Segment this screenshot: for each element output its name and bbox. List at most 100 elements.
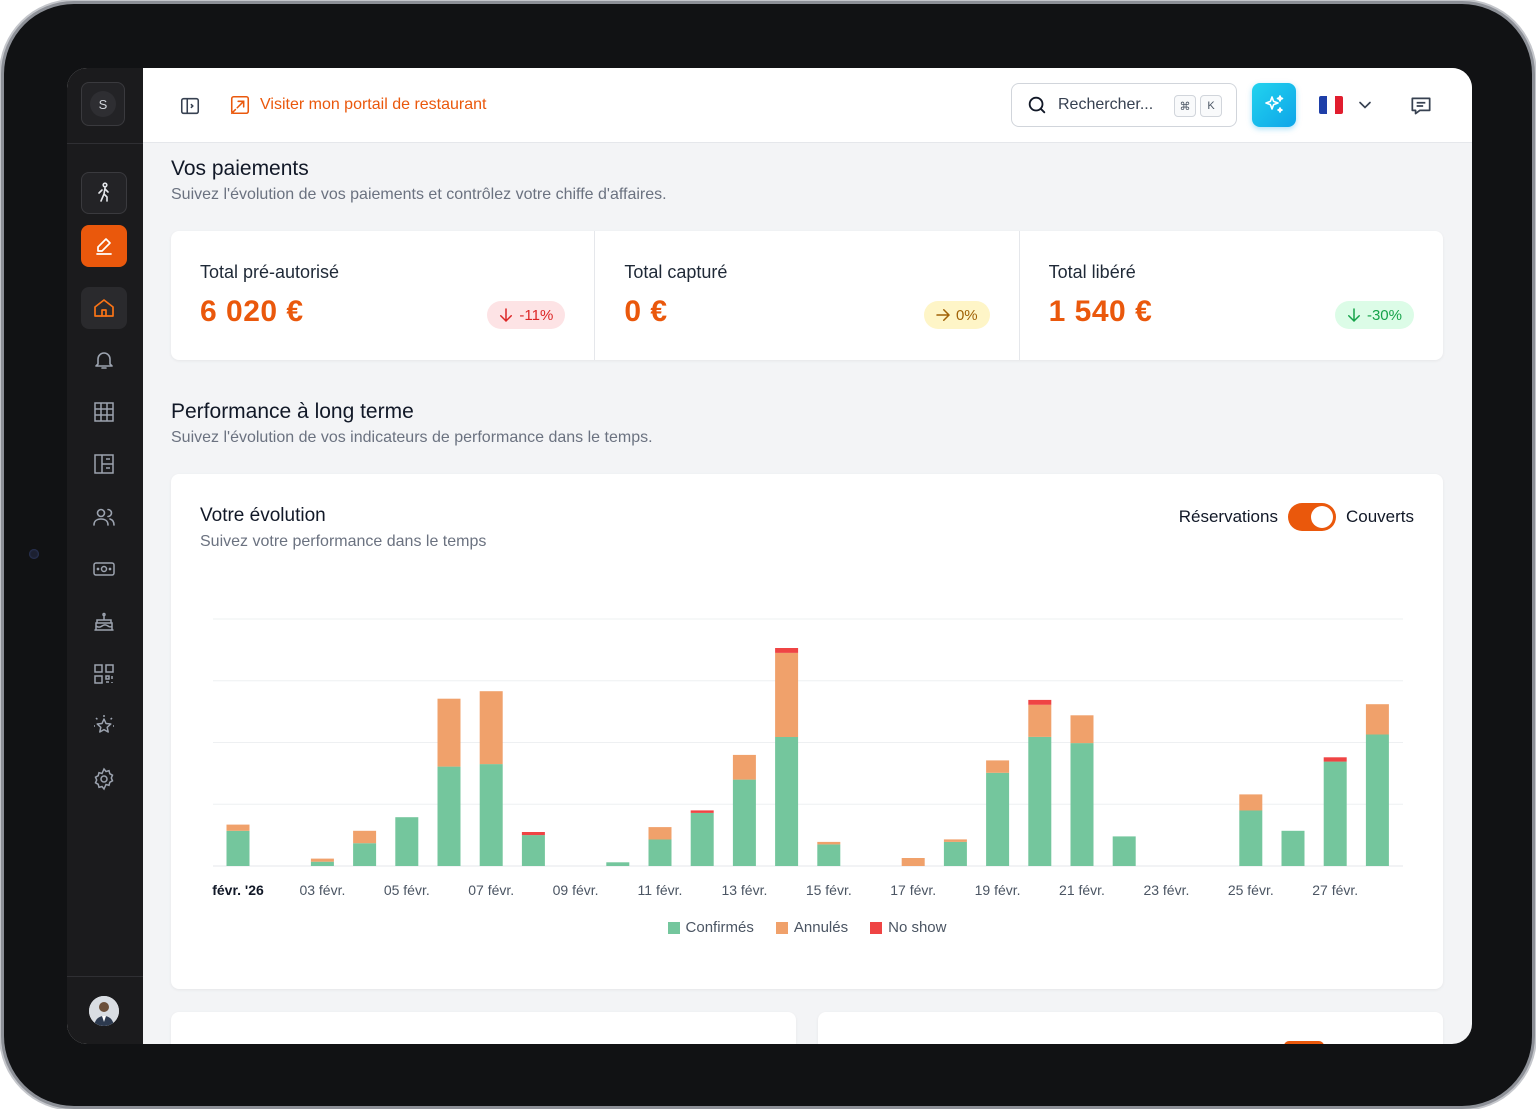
bar-segment-confirm-s[interactable] bbox=[775, 736, 799, 866]
x-axis-tick-label: 03 févr. bbox=[299, 882, 345, 898]
bar-segment-no-show[interactable] bbox=[690, 810, 714, 813]
bar-segment-confirm-s[interactable] bbox=[817, 844, 841, 866]
arrow-down-icon bbox=[500, 308, 513, 323]
x-axis-tick-label: 15 févr. bbox=[806, 882, 852, 898]
bar-segment-annul-s[interactable] bbox=[648, 827, 672, 840]
x-axis-tick-label: 07 févr. bbox=[468, 882, 514, 898]
bar-segment-confirm-s[interactable] bbox=[521, 835, 545, 866]
feedback-icon[interactable] bbox=[1408, 93, 1434, 119]
sidebar-toggle-button[interactable] bbox=[177, 93, 203, 119]
search-placeholder: Rechercher... bbox=[1058, 96, 1154, 113]
toggle-label-covers[interactable]: Couverts bbox=[1345, 507, 1414, 526]
evolution-title: Votre évolution bbox=[200, 505, 326, 526]
evolution-subtitle: Suivez votre performance dans le temps bbox=[200, 533, 487, 550]
bar-segment-annul-s[interactable] bbox=[1239, 794, 1263, 811]
sidebar-item-walk-in[interactable] bbox=[81, 172, 127, 214]
floorplan-icon bbox=[94, 454, 114, 474]
bar-segment-annul-s[interactable] bbox=[1028, 704, 1052, 737]
app-screen: S bbox=[67, 68, 1472, 1044]
bar-segment-annul-s[interactable] bbox=[479, 691, 503, 765]
bar-segment-annul-s[interactable] bbox=[775, 653, 799, 737]
lower-card-right bbox=[818, 1012, 1443, 1044]
evolution-chart-card: Votre évolution Suivez votre performance… bbox=[171, 474, 1443, 989]
bar-segment-annul-s[interactable] bbox=[1365, 704, 1389, 735]
bar-segment-annul-s[interactable] bbox=[943, 839, 967, 842]
bar-segment-no-show[interactable] bbox=[1323, 757, 1347, 762]
visit-portal-link[interactable]: Visiter mon portail de restaurant bbox=[229, 92, 486, 118]
device-button-top-2 bbox=[200, 0, 262, 6]
toggle-label-reservations[interactable]: Réservations bbox=[1178, 507, 1278, 526]
trend-badge-down: -30% bbox=[1334, 301, 1414, 329]
bar-segment-annul-s[interactable] bbox=[353, 830, 377, 844]
bar-segment-confirm-s[interactable] bbox=[732, 779, 756, 866]
ai-assistant-button[interactable] bbox=[1252, 83, 1296, 127]
bar-segment-annul-s[interactable] bbox=[817, 841, 841, 845]
language-flag[interactable] bbox=[1319, 96, 1343, 114]
bar-segment-confirm-s[interactable] bbox=[690, 812, 714, 866]
bar-segment-confirm-s[interactable] bbox=[226, 830, 250, 866]
bar-segment-annul-s[interactable] bbox=[310, 858, 334, 862]
users-icon bbox=[93, 508, 115, 526]
bar-segment-annul-s[interactable] bbox=[1070, 715, 1094, 744]
toggle-knob bbox=[1310, 506, 1333, 528]
metric-toggle-switch[interactable] bbox=[1287, 503, 1336, 531]
cake-icon bbox=[94, 612, 114, 631]
bar-segment-confirm-s[interactable] bbox=[1281, 830, 1305, 866]
sidebar-item-tables[interactable] bbox=[81, 391, 127, 433]
bar-segment-confirm-s[interactable] bbox=[1365, 734, 1389, 867]
chevron-down-icon[interactable] bbox=[1355, 95, 1375, 115]
bar-segment-confirm-s[interactable] bbox=[943, 841, 967, 866]
sidebar-item-payments[interactable] bbox=[81, 548, 127, 590]
sidebar-item-guests[interactable] bbox=[81, 496, 127, 538]
sidebar-item-notifications[interactable] bbox=[81, 339, 127, 381]
bar-segment-annul-s[interactable] bbox=[986, 760, 1010, 773]
avatar[interactable] bbox=[89, 996, 119, 1026]
bar-segment-annul-s[interactable] bbox=[901, 858, 925, 866]
x-axis-tick-label: 25 févr. bbox=[1228, 882, 1274, 898]
bar-segment-annul-s[interactable] bbox=[437, 698, 461, 767]
sidebar-item-settings[interactable] bbox=[81, 758, 127, 800]
bar-segment-confirm-s[interactable] bbox=[310, 861, 334, 866]
sidebar-item-qr-codes[interactable] bbox=[81, 653, 127, 695]
legend-label: No show bbox=[888, 919, 947, 936]
bell-icon bbox=[95, 352, 113, 369]
bar-segment-confirm-s[interactable] bbox=[1239, 810, 1263, 866]
sparkles-icon bbox=[1265, 95, 1284, 113]
legend-swatch bbox=[775, 921, 788, 934]
bar-segment-no-show[interactable] bbox=[775, 648, 799, 653]
bar-segment-confirm-s[interactable] bbox=[479, 764, 503, 866]
sidebar-item-events[interactable] bbox=[81, 601, 127, 643]
bar-segment-confirm-s[interactable] bbox=[1070, 743, 1094, 866]
stat-label: Total pré-autorisé bbox=[200, 262, 340, 282]
sidebar: S bbox=[67, 68, 143, 1044]
workspace-logo[interactable]: S bbox=[81, 82, 125, 126]
legend-item-cancelled[interactable]: Annulés bbox=[775, 919, 848, 936]
sidebar-item-home[interactable] bbox=[81, 287, 127, 329]
legend-item-confirmed[interactable]: Confirmés bbox=[667, 919, 754, 936]
stat-label: Total capturé bbox=[624, 262, 728, 282]
device-camera bbox=[29, 549, 39, 559]
bar-segment-confirm-s[interactable] bbox=[1028, 736, 1052, 866]
sidebar-item-reviews[interactable] bbox=[81, 705, 127, 747]
bar-segment-confirm-s[interactable] bbox=[986, 772, 1010, 866]
stat-value: 6 020 € bbox=[200, 295, 304, 328]
bar-segment-confirm-s[interactable] bbox=[1323, 761, 1347, 866]
bar-segment-annul-s[interactable] bbox=[732, 754, 756, 780]
sidebar-item-edit[interactable] bbox=[81, 225, 127, 267]
bar-segment-confirm-s[interactable] bbox=[353, 843, 377, 866]
device-button-top-1 bbox=[124, 0, 186, 6]
search-input[interactable]: Rechercher... ⌘ K bbox=[1011, 83, 1237, 127]
x-axis-tick-label: 19 févr. bbox=[975, 882, 1021, 898]
bar-segment-annul-s[interactable] bbox=[226, 824, 250, 831]
stat-pre-authorized: Total pré-autorisé 6 020 € -11% bbox=[171, 231, 596, 360]
sidebar-item-floorplan[interactable] bbox=[81, 443, 127, 485]
bar-segment-confirm-s[interactable] bbox=[437, 766, 461, 866]
legend-item-no-show[interactable]: No show bbox=[870, 919, 946, 936]
bar-segment-no-show[interactable] bbox=[1028, 699, 1052, 705]
bar-segment-confirm-s[interactable] bbox=[1112, 836, 1136, 866]
bar-segment-confirm-s[interactable] bbox=[395, 817, 419, 866]
lower-card-toggle[interactable] bbox=[1284, 1041, 1324, 1044]
bar-segment-confirm-s[interactable] bbox=[648, 839, 672, 866]
bar-segment-confirm-s[interactable] bbox=[606, 862, 630, 866]
bar-segment-no-show[interactable] bbox=[521, 832, 545, 836]
